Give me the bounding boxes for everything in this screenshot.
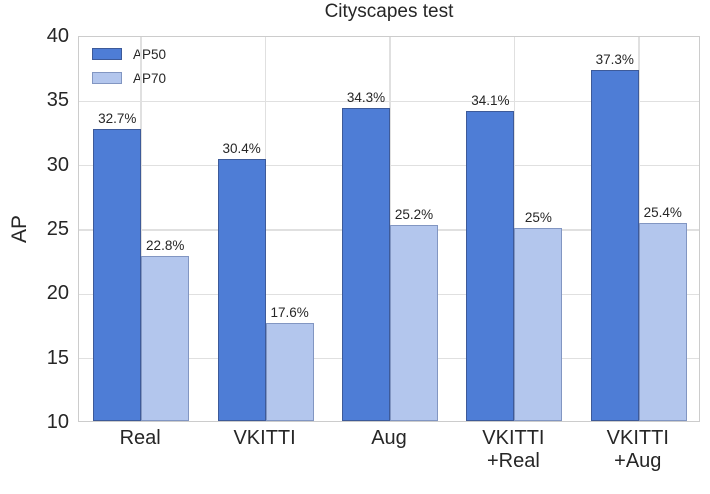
bar-ap70-vkitti-aug bbox=[638, 222, 687, 421]
legend-item-ap50: AP50 bbox=[92, 42, 166, 66]
bar-label-ap70-real: 22.8% bbox=[146, 238, 185, 254]
y-tick-15: 15 bbox=[46, 346, 69, 369]
bar-ap70-aug bbox=[390, 225, 438, 421]
y-tick-10: 10 bbox=[46, 411, 69, 433]
plot-area: AP50 AP70 32.7% 30.4% 34.3% 34.1% 37.3% 22.8% 1… bbox=[78, 36, 700, 422]
y-tick-30: 30 bbox=[46, 153, 69, 176]
bar-label-ap50-vkitti: 30.4% bbox=[222, 140, 261, 156]
bar-label-ap70-aug: 25.2% bbox=[394, 207, 434, 223]
legend-label-ap70: AP70 bbox=[133, 70, 167, 86]
bar-ap50-vkitti-real bbox=[466, 110, 515, 421]
legend: AP50 AP70 bbox=[92, 42, 166, 90]
chart-title: Cityscapes test bbox=[324, 1, 454, 22]
bar-label-ap70-vkitti-real: 25% bbox=[524, 210, 552, 225]
bar-label-ap50-aug: 34.3% bbox=[346, 90, 386, 106]
y-tick-20: 20 bbox=[46, 282, 69, 305]
x-tick-vkitti: VKITTI bbox=[233, 427, 296, 449]
bar-label-ap50-vkitti-real: 34.1% bbox=[471, 92, 510, 108]
legend-label-ap50: AP50 bbox=[133, 46, 167, 62]
bar-label-ap50-vkitti-aug: 37.3% bbox=[595, 51, 634, 67]
gridline-v-real bbox=[140, 37, 142, 421]
bar-label-ap50-real: 32.7% bbox=[98, 110, 137, 126]
bar-ap70-vkitti-real bbox=[514, 228, 563, 421]
bar-label-ap70-vkitti: 17.6% bbox=[270, 305, 309, 321]
bar-ap50-vkitti bbox=[217, 158, 266, 421]
y-tick-25: 25 bbox=[46, 218, 69, 240]
legend-item-ap70: AP70 bbox=[92, 66, 166, 90]
gridline-v-vkitti bbox=[264, 37, 267, 421]
x-tick-vkitti-real: VKITTI +Real bbox=[482, 427, 545, 472]
gridline-h-35 bbox=[79, 100, 699, 103]
x-tick-vkitti-aug: VKITTI +Aug bbox=[606, 427, 669, 472]
legend-swatch-ap70 bbox=[92, 72, 122, 84]
bar-ap50-vkitti-aug bbox=[590, 69, 639, 421]
bar-ap50-real bbox=[93, 128, 142, 421]
y-tick-40: 40 bbox=[46, 25, 69, 47]
bar-ap50-aug bbox=[342, 108, 390, 421]
bar-ap70-real bbox=[141, 256, 190, 421]
x-tick-aug: Aug bbox=[371, 427, 407, 449]
bar-label-ap70-vkitti-aug: 25.4% bbox=[643, 204, 682, 220]
bar-ap70-vkitti bbox=[265, 323, 314, 421]
y-tick-35: 35 bbox=[46, 89, 69, 112]
legend-swatch-ap50 bbox=[92, 48, 122, 60]
x-tick-real: Real bbox=[119, 427, 161, 449]
